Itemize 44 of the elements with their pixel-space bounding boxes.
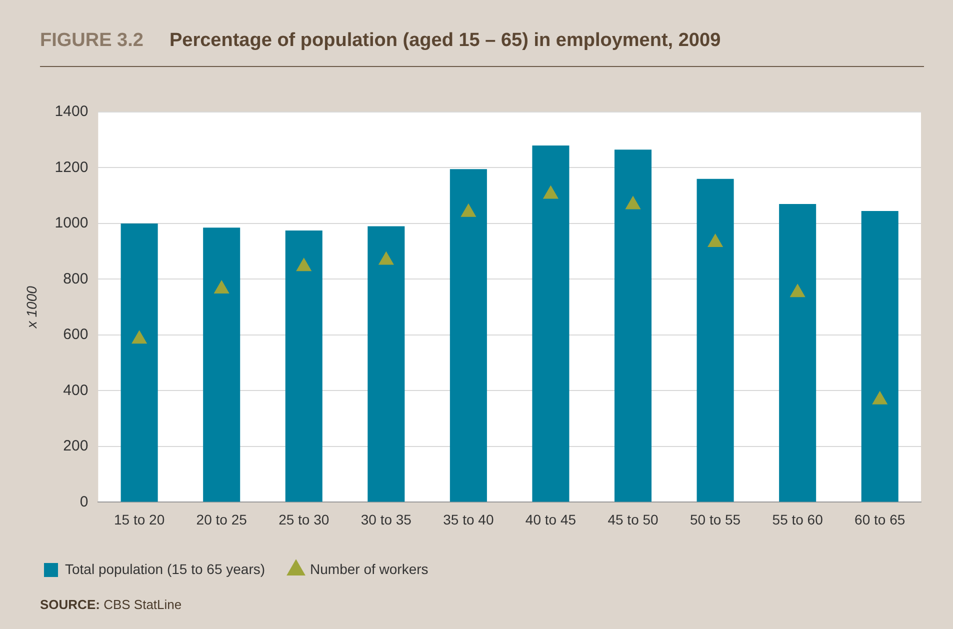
legend-label: Number of workers [310, 560, 428, 577]
bar [450, 169, 487, 502]
bar [285, 230, 322, 502]
bar [779, 204, 816, 502]
bar [696, 178, 734, 502]
bar [861, 210, 898, 502]
bar [203, 228, 240, 502]
point [214, 280, 230, 294]
caption: FIGURE 3.2 [40, 30, 144, 51]
legend-label: Total population (15 to 65 years) [65, 560, 266, 577]
bar [614, 150, 652, 502]
y-tick-label: 400 [63, 382, 88, 399]
point [790, 284, 806, 298]
point [543, 186, 558, 199]
bar [120, 223, 158, 502]
x-tick-label: 60 to 65 [854, 511, 906, 528]
point [626, 196, 640, 210]
point [461, 204, 476, 217]
x-tick-label: 50 to 55 [690, 511, 741, 528]
point [132, 330, 147, 344]
x-tick-label: 35 to 40 [443, 511, 494, 528]
point [872, 391, 888, 404]
y-axis-title: x 1000 [23, 286, 40, 330]
source-note: SOURCE: CBS StatLine [40, 597, 182, 612]
y-tick-label: 800 [63, 270, 88, 288]
y-tick-label: 1400 [54, 103, 88, 120]
y-tick-label: 200 [63, 438, 88, 455]
point [378, 252, 394, 265]
x-tick-label: 45 to 50 [608, 511, 659, 528]
x-tick-label: 30 to 35 [360, 511, 412, 528]
y-tick-label: 1000 [54, 214, 88, 232]
y-tick-label: 600 [63, 326, 88, 344]
x-tick-label: 40 to 45 [525, 511, 576, 528]
bar [368, 226, 405, 502]
x-tick-label: 55 to 60 [772, 511, 824, 528]
point [296, 258, 312, 272]
x-tick-label: 25 to 30 [278, 511, 330, 528]
x-tick-label: 15 to 20 [114, 511, 165, 528]
x-tick-label: 20 to 25 [196, 511, 248, 528]
bar [532, 145, 570, 502]
chart-title: Percentage of population (aged 15 – 65) in employment, 2009 [169, 30, 721, 51]
y-tick-label: 1200 [54, 158, 88, 176]
point [708, 234, 723, 247]
y-tick-label: 0 [80, 493, 88, 510]
